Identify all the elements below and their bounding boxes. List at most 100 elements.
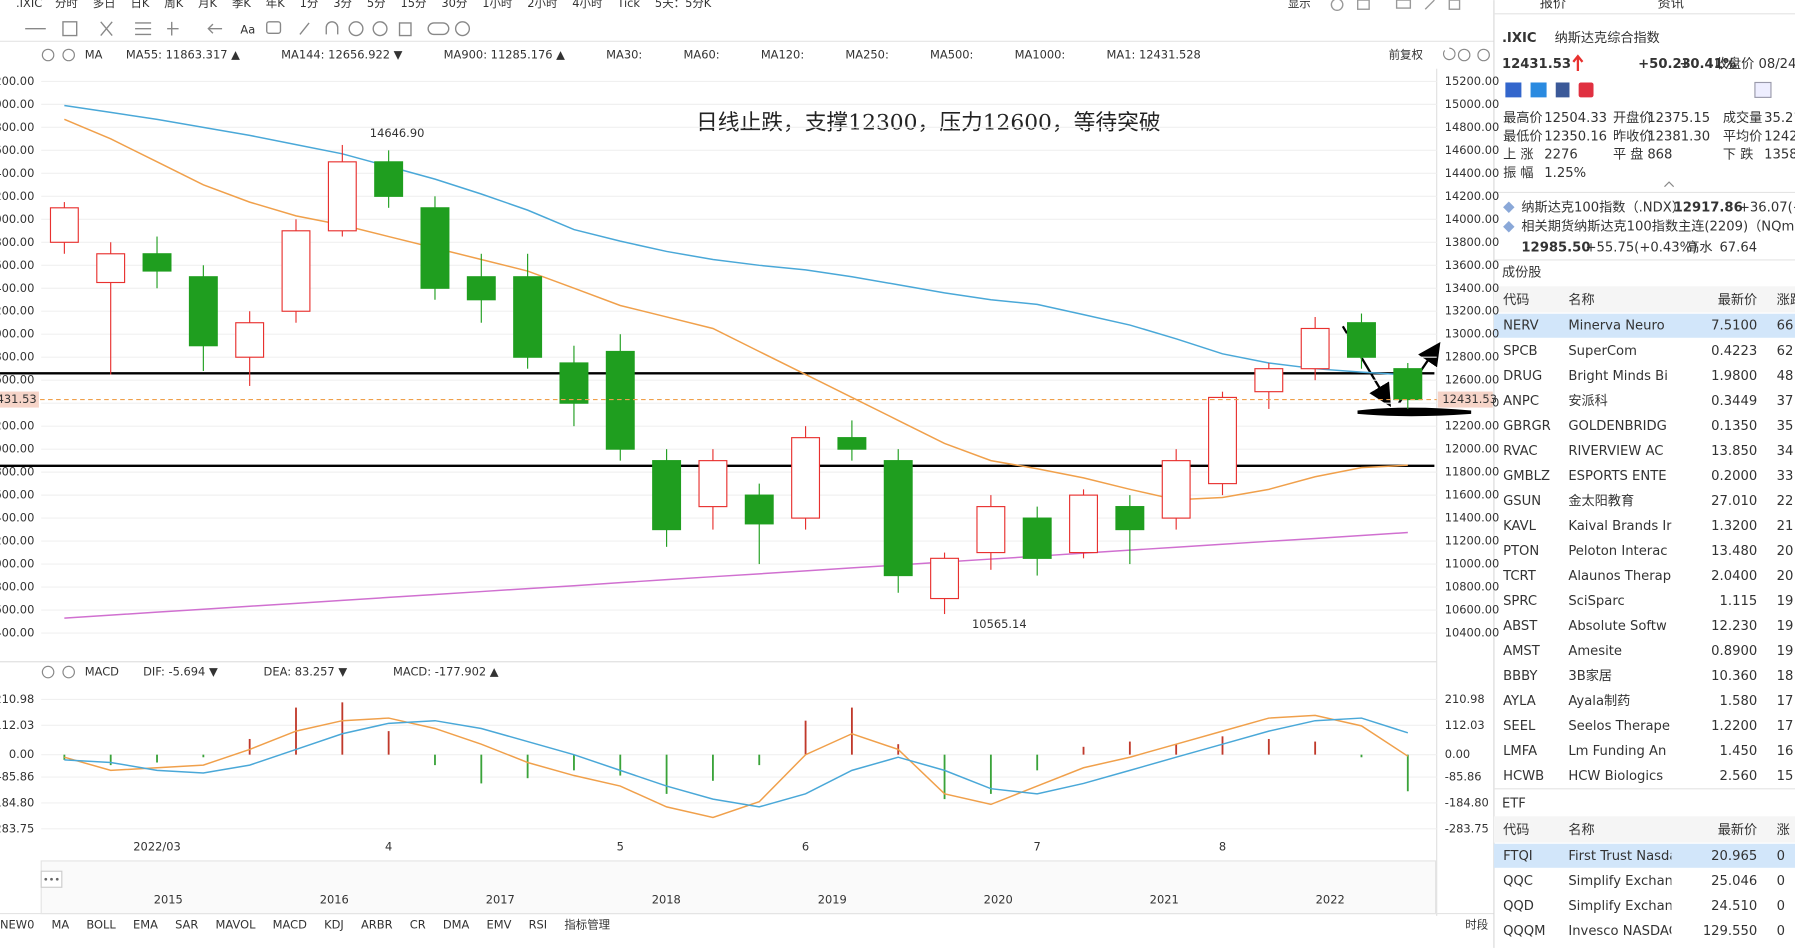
candle-body	[559, 362, 589, 404]
table-cell[interactable]: SPCB	[1503, 344, 1538, 359]
indicator-manage[interactable]: 指标管理	[564, 918, 610, 932]
table-cell[interactable]: ESPORTS ENTE	[1568, 469, 1666, 484]
period-tab[interactable]: Tick	[616, 0, 640, 10]
period-tab[interactable]: 多日	[93, 0, 116, 10]
table-cell[interactable]: Seelos Therape	[1568, 719, 1670, 734]
y-tick-label-left: 10600.00	[0, 603, 34, 617]
table-cell[interactable]: HCWB	[1503, 769, 1544, 784]
period-button[interactable]: 时段	[1465, 918, 1488, 932]
font-button[interactable]: Aa	[240, 22, 255, 36]
table-cell[interactable]: RIVERVIEW AC	[1568, 444, 1663, 459]
table-cell[interactable]: SuperCom	[1568, 344, 1637, 359]
table-cell[interactable]: Peloton Interac	[1568, 544, 1667, 559]
indicator-tab[interactable]: MACD	[273, 918, 307, 932]
table-cell[interactable]: Simplify Exchange	[1568, 899, 1689, 914]
table-cell[interactable]: GOLDENBRIDG	[1568, 419, 1667, 434]
table-cell[interactable]: SPRC	[1503, 594, 1537, 609]
adjust-button[interactable]: 前复权	[1389, 48, 1424, 62]
indicator-tab[interactable]: CR	[410, 918, 426, 932]
period-tab[interactable]: 季K	[232, 0, 251, 10]
table-cell[interactable]: BBBY	[1503, 669, 1538, 684]
period-tab[interactable]: 年K	[266, 0, 285, 10]
indicator-tab[interactable]: MA	[52, 918, 70, 932]
indicator-tab[interactable]: EMV	[487, 918, 512, 932]
period-tab[interactable]: 15分	[400, 0, 426, 10]
period-tab[interactable]: 3分	[333, 0, 352, 10]
candle-body	[420, 207, 450, 289]
period-tab[interactable]: 日K	[130, 0, 149, 10]
indicator-tab[interactable]: BOLL	[86, 918, 116, 932]
table-cell[interactable]: Amesite	[1568, 644, 1622, 659]
period-tab[interactable]: 分时	[55, 0, 78, 10]
y-tick-label-left: 15000.00	[0, 97, 34, 111]
period-tab[interactable]: 5天：5分K	[655, 0, 712, 10]
period-tab[interactable]: 5分	[367, 0, 386, 10]
table-cell[interactable]: Absolute Softw	[1568, 619, 1667, 634]
table-cell[interactable]: LMFA	[1503, 744, 1537, 759]
table-cell[interactable]: Simplify Exchange	[1568, 874, 1689, 889]
table-cell[interactable]: GBRGR	[1503, 419, 1551, 434]
table-cell[interactable]: Kaival Brands Ir	[1568, 519, 1672, 534]
related-name[interactable]: 纳斯达克100指数（.NDX）	[1521, 199, 1685, 215]
x-tick-label: 6	[802, 840, 809, 854]
period-tab[interactable]: 2小时	[527, 0, 557, 10]
table-cell[interactable]: QQQM	[1503, 924, 1545, 939]
indicator-tab[interactable]: EMA	[133, 918, 158, 932]
table-cell[interactable]: ABST	[1503, 619, 1538, 634]
table-cell[interactable]: QQC	[1503, 874, 1533, 889]
table-cell[interactable]: Alaunos Therap	[1568, 569, 1671, 584]
period-tab[interactable]: 1小时	[482, 0, 512, 10]
indicator-tab[interactable]: DMA	[443, 918, 470, 932]
table-cell[interactable]: GSUN	[1503, 494, 1541, 509]
table-cell: 2.560	[1720, 769, 1758, 784]
indicator-tab[interactable]: ARBR	[361, 918, 393, 932]
navigator[interactable]	[40, 860, 1437, 915]
indicator-tab[interactable]: KDJ	[324, 918, 344, 932]
table-cell[interactable]: QQD	[1503, 899, 1534, 914]
table-cell[interactable]: HCW Biologics	[1568, 769, 1663, 784]
table-cell[interactable]: Ayala制药	[1568, 693, 1630, 709]
table-cell[interactable]: SEEL	[1503, 719, 1536, 734]
stat-label: 最高价	[1503, 109, 1542, 126]
table-cell[interactable]: Bright Minds Bi	[1568, 369, 1668, 384]
legend-entry: MA55: 11863.317 ▲	[126, 48, 240, 62]
y-tick-label: 11400.00	[1445, 511, 1500, 525]
table-cell[interactable]: TCRT	[1502, 569, 1537, 584]
table-cell[interactable]: 3B家居	[1568, 667, 1612, 684]
chart-header-icons[interactable]	[41, 47, 1490, 679]
panel-tab[interactable]: 报价	[1540, 0, 1566, 11]
table-cell[interactable]: Minerva Neuro	[1568, 319, 1664, 334]
period-tab[interactable]: 4小时	[572, 0, 602, 10]
table-cell[interactable]: 金太阳教育	[1568, 493, 1634, 509]
table-cell: 27.010	[1711, 494, 1757, 509]
related-name[interactable]: 纳斯达克100指数主连(2209)（NQmain)	[1574, 219, 1795, 235]
indicator-tab[interactable]: RSI	[529, 918, 548, 932]
display-menu[interactable]: 显示	[1288, 0, 1311, 10]
window-icons[interactable]	[1330, 0, 1461, 12]
table-cell[interactable]: AYLA	[1503, 694, 1536, 709]
table-cell[interactable]: DRUG	[1503, 369, 1542, 384]
period-tab[interactable]: 1分	[300, 0, 319, 10]
table-cell[interactable]: 安派科	[1568, 393, 1607, 409]
table-cell[interactable]: PTON	[1503, 544, 1539, 559]
indicator-tab[interactable]: NEW0	[0, 918, 34, 932]
period-tab[interactable]: 月K	[198, 0, 217, 10]
table-cell[interactable]: NERV	[1503, 319, 1539, 334]
table-cell[interactable]: AMST	[1503, 644, 1541, 659]
table-cell[interactable]: SciSparc	[1568, 594, 1624, 609]
table-cell[interactable]: First Trust Nasda	[1568, 849, 1677, 864]
table-cell[interactable]: KAVL	[1503, 519, 1537, 534]
period-tab[interactable]: 30分	[441, 0, 467, 10]
table-cell[interactable]: RVAC	[1503, 444, 1538, 459]
stat-value: 12427	[1764, 129, 1795, 144]
panel-tab[interactable]: 资讯	[1658, 0, 1684, 11]
indicator-tab[interactable]: MAVOL	[216, 918, 257, 932]
table-cell[interactable]: Lm Funding An	[1568, 744, 1666, 759]
table-cell[interactable]: Invesco NASDAQ	[1568, 924, 1679, 939]
table-cell[interactable]: ANPC	[1503, 394, 1539, 409]
table-cell[interactable]: GMBLZ	[1503, 469, 1550, 484]
table-cell[interactable]: FTQI	[1503, 849, 1533, 864]
indicator-tab[interactable]: SAR	[175, 918, 198, 932]
period-tab[interactable]: 周K	[164, 0, 183, 10]
